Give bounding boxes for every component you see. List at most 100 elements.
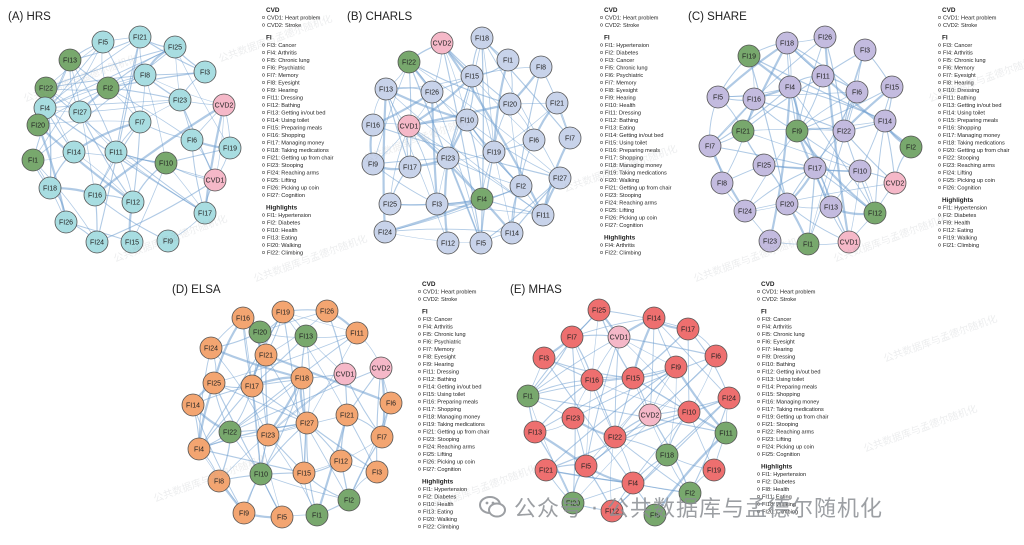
legend-item: FI25: Picking up coin [943,178,995,184]
legend-item: FI13: Eating [605,126,635,132]
legend-item: FI7: Memory [267,73,299,79]
legend-item: FI12: Getting in/out bed [762,370,820,376]
legend-item: FI25: Lifting [423,452,452,458]
node-circle [561,406,585,430]
legend-item: FI27: Cognition [605,223,643,229]
node-label: FI13 [824,205,838,212]
legend-item: FI24: Reaching arms [423,445,475,451]
bullet-icon [937,43,942,47]
node-circle [256,423,280,447]
network-node: FI16 [83,183,107,207]
node-circle [397,50,421,74]
legend-item: FI4: Arthritis [762,325,792,331]
node-circle [853,38,877,62]
edge [265,353,392,405]
node-label: FI6 [386,401,396,408]
node-label: FI1 [803,242,813,249]
node-circle [837,230,861,254]
node-circle [374,77,398,101]
legend-item: FI6: Memory [943,66,975,72]
node-circle [880,75,904,99]
legend-item: FI1: Hypertension [943,206,987,212]
bullet-icon [417,324,422,329]
network-node: FI15 [880,75,904,99]
node-label: FI16 [585,378,599,385]
node-circle [621,471,645,495]
edge [545,397,730,471]
node-label: FI18 [660,453,674,460]
node-circle [240,374,264,398]
bullet-icon [599,185,604,190]
legend-item: FI1: Hypertension [423,487,467,493]
bullet-icon [756,414,761,419]
legend-item: FI23: Lifting [762,437,791,443]
node-label: FI8 [140,73,150,80]
bullet-icon [417,339,422,344]
bullet-icon [756,317,761,321]
bullet-icon [937,235,942,240]
bullet-icon [599,80,604,85]
network-node: FI23 [561,406,585,430]
network-node: FI17 [803,156,827,180]
legend-item: FI6: Psychiatric [267,66,305,72]
node-circle [587,298,611,322]
legend-item: FI26: Cognition [943,186,981,192]
legend-item: FI22: Climbing [605,251,641,257]
node-label: FI16 [236,316,250,323]
legend-item: FI18: Walking [762,502,796,508]
bullet-icon [756,362,761,366]
network-node: FI16 [742,87,766,111]
network-node: FI22 [34,76,58,100]
node-circle [706,85,730,109]
bullet-icon [599,23,604,27]
legend-item: FI23: Reaching arms [943,163,995,169]
node-circle [580,368,604,392]
node-label: FI7 [565,136,575,143]
bullet-icon [261,50,266,55]
network-node: FI7 [698,134,722,158]
network-node: FI16 [361,113,385,137]
node-circle [369,356,393,380]
node-label: FI5 [581,464,591,471]
network-node: FI11 [714,421,738,445]
node-circle [803,156,827,180]
edge [545,366,677,471]
bullet-icon [756,509,761,514]
bullet-icon [599,73,604,77]
node-label: FI13 [379,87,393,94]
bullet-icon [261,110,266,115]
node-circle [329,449,353,473]
nodes: FI18 FI26 FI3 FI19 FI11 FI4 FI6 FI15 FI5 FI16 FI14… [698,25,923,256]
legend-item: FI1: Hypertension [267,213,311,219]
network-node: FI5 [469,231,493,255]
bullet-icon [937,23,942,27]
edge [431,91,482,244]
bullet-icon [261,140,266,145]
network-node: FI13 [523,420,547,444]
legend-item: FI16: Preparing meals [605,148,660,154]
legend-item: FI9: Dressing [762,355,795,361]
edge [441,42,482,244]
network-node: FI21 [731,119,755,143]
panel-hrs: (A) HRS FI5 FI21 FI25 FI13 FI8 FI3 FI22 FI2 FI23 C… [8,7,334,257]
bullet-icon [417,429,422,434]
node-label: FI6 [711,354,721,361]
legend-item: FI18: Managing money [605,163,662,169]
legend-item: FI4: Arthritis [267,51,297,57]
node-label: FI1 [503,58,513,65]
node-circle [873,109,897,133]
bullet-icon [417,317,422,321]
node-label: FI9 [239,511,249,518]
node-circle [163,35,187,59]
node-label: FI3 [200,70,210,77]
node-circle [133,63,157,87]
bullet-icon [599,125,604,130]
legend-item: FI14: Getting in/out bed [423,385,481,391]
node-circle [899,135,923,159]
legend-item: FI9: Hearing [423,362,454,368]
network-node: FI18 [470,26,494,50]
legend-heading: Highlights [942,197,974,204]
bullet-icon [937,65,942,70]
network-node: FI12 [121,190,145,214]
